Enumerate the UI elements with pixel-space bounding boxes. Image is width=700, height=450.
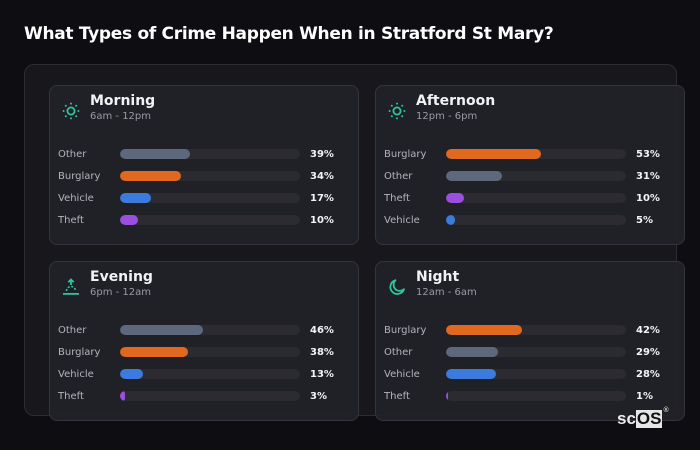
bar-row-vehicle: Vehicle 17% xyxy=(58,192,348,214)
bar-track xyxy=(120,347,300,357)
bar-label: Vehicle xyxy=(58,369,94,380)
bar-row-vehicle: Vehicle 13% xyxy=(58,368,348,390)
bar-fill xyxy=(120,171,182,181)
sunset-icon xyxy=(63,278,79,295)
bar-fill xyxy=(446,193,464,203)
card-title: Evening xyxy=(90,269,153,285)
bar-label: Theft xyxy=(58,391,84,402)
bar-percentage: 42% xyxy=(636,325,660,336)
scos-logo: sc OS ® xyxy=(617,407,669,428)
bar-fill xyxy=(446,347,499,357)
bar-row-other: Other 46% xyxy=(58,324,348,346)
bar-fill xyxy=(120,193,151,203)
bar-row-burglary: Burglary 53% xyxy=(384,148,674,170)
bar-fill xyxy=(446,149,542,159)
bar-track xyxy=(120,369,300,379)
bar-label: Other xyxy=(384,171,413,182)
bar-percentage: 29% xyxy=(636,347,660,358)
card-evening: Evening 6pm - 12am Other 46% Burglary 38% Ve… xyxy=(49,261,359,421)
bar-row-other: Other 39% xyxy=(58,148,348,170)
bar-fill xyxy=(446,369,497,379)
bar-percentage: 1% xyxy=(636,391,653,402)
bar-row-burglary: Burglary 34% xyxy=(58,170,348,192)
card-time-range: 6am - 12pm xyxy=(90,111,152,122)
bar-fill xyxy=(120,325,203,335)
page-title: What Types of Crime Happen When in Strat… xyxy=(24,24,554,44)
bar-percentage: 46% xyxy=(310,325,334,336)
card-night: Night 12am - 6am Burglary 42% Other 29% Vehi… xyxy=(375,261,685,421)
bar-label: Vehicle xyxy=(58,193,94,204)
bar-fill xyxy=(120,369,144,379)
bar-percentage: 38% xyxy=(310,347,334,358)
bar-track xyxy=(446,215,626,225)
card-time-range: 12am - 6am xyxy=(416,287,477,298)
bar-percentage: 5% xyxy=(636,215,653,226)
bar-fill xyxy=(120,215,138,225)
bar-percentage: 39% xyxy=(310,149,334,160)
bar-row-theft: Theft 1% xyxy=(384,390,674,412)
bar-row-vehicle: Vehicle 28% xyxy=(384,368,674,390)
bar-percentage: 17% xyxy=(310,193,334,204)
bar-label: Other xyxy=(58,325,87,336)
bar-track xyxy=(446,369,626,379)
bar-fill xyxy=(120,149,191,159)
bar-track xyxy=(446,391,626,401)
bar-row-other: Other 31% xyxy=(384,170,674,192)
bar-row-theft: Theft 10% xyxy=(58,214,348,236)
bar-track xyxy=(120,325,300,335)
card-afternoon: Afternoon 12pm - 6pm Burglary 53% Other 31%… xyxy=(375,85,685,245)
bar-track xyxy=(120,149,300,159)
bar-track xyxy=(446,347,626,357)
bar-percentage: 31% xyxy=(636,171,660,182)
bar-label: Theft xyxy=(384,193,410,204)
bar-percentage: 13% xyxy=(310,369,334,380)
bar-track xyxy=(120,171,300,181)
sun-icon xyxy=(388,102,406,120)
bar-track xyxy=(120,215,300,225)
bar-row-theft: Theft 3% xyxy=(58,390,348,412)
bar-label: Theft xyxy=(58,215,84,226)
bar-fill xyxy=(120,391,126,401)
bar-label: Burglary xyxy=(58,171,101,182)
bar-label: Vehicle xyxy=(384,369,420,380)
moon-icon xyxy=(389,279,405,295)
bar-percentage: 3% xyxy=(310,391,327,402)
bar-label: Theft xyxy=(384,391,410,402)
bar-track xyxy=(120,391,300,401)
bar-label: Burglary xyxy=(58,347,101,358)
bar-percentage: 34% xyxy=(310,171,334,182)
bar-fill xyxy=(446,215,455,225)
bar-label: Other xyxy=(384,347,413,358)
card-time-range: 6pm - 12am xyxy=(90,287,152,298)
bar-percentage: 10% xyxy=(636,193,660,204)
card-morning: Morning 6am - 12pm Other 39% Burglary 34% Ve… xyxy=(49,85,359,245)
bar-percentage: 28% xyxy=(636,369,660,380)
sun-icon xyxy=(62,102,80,120)
bar-track xyxy=(446,149,626,159)
bar-track xyxy=(120,193,300,203)
bar-label: Vehicle xyxy=(384,215,420,226)
bar-row-other: Other 29% xyxy=(384,346,674,368)
card-title: Night xyxy=(416,269,460,285)
bar-track xyxy=(446,325,626,335)
bar-row-burglary: Burglary 42% xyxy=(384,324,674,346)
bar-fill xyxy=(446,325,522,335)
bar-track xyxy=(446,193,626,203)
card-time-range: 12pm - 6pm xyxy=(416,111,478,122)
bar-row-burglary: Burglary 38% xyxy=(58,346,348,368)
bar-track xyxy=(446,171,626,181)
bar-fill xyxy=(446,391,448,401)
card-title: Morning xyxy=(90,93,156,109)
bar-row-theft: Theft 10% xyxy=(384,192,674,214)
bar-label: Burglary xyxy=(384,325,427,336)
bar-label: Burglary xyxy=(384,149,427,160)
bar-percentage: 53% xyxy=(636,149,660,160)
card-title: Afternoon xyxy=(416,93,496,109)
bar-label: Other xyxy=(58,149,87,160)
bar-row-vehicle: Vehicle 5% xyxy=(384,214,674,236)
bar-percentage: 10% xyxy=(310,215,334,226)
bar-fill xyxy=(120,347,189,357)
bar-fill xyxy=(446,171,502,181)
